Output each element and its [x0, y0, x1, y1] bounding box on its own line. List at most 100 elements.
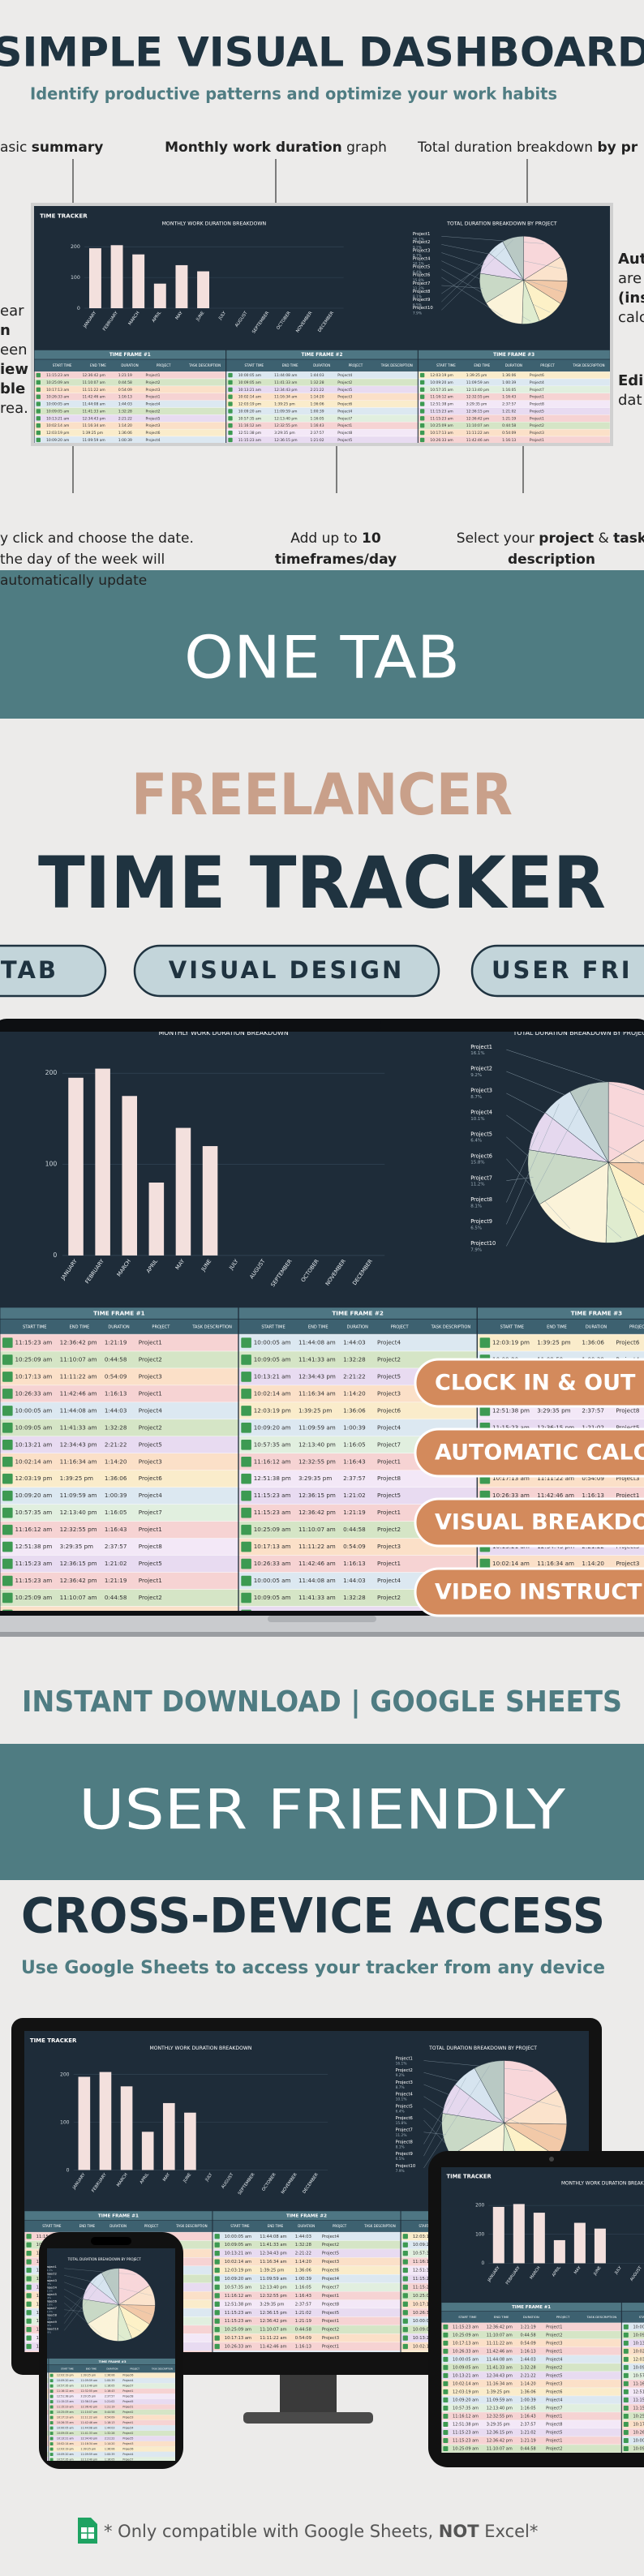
- checkbox: [2, 1440, 13, 1450]
- pie-label: Project7: [470, 1174, 492, 1181]
- column-label: PROJECT: [130, 2368, 140, 2371]
- cell: 1:16:13: [582, 1492, 604, 1499]
- cell: 1:21:02: [311, 438, 324, 443]
- checkbox: [623, 2324, 629, 2329]
- pie-value-label: 6.4%: [470, 1139, 482, 1144]
- cell: Project3: [377, 1543, 401, 1550]
- checkbox: [36, 380, 41, 385]
- cell: 10:25:09 am: [46, 380, 69, 385]
- checkbox: [420, 380, 425, 385]
- cell: Project5: [146, 416, 161, 421]
- checkbox: [214, 2234, 220, 2239]
- tab-label: VISUAL DESIGN: [169, 956, 404, 984]
- column-label: PROJECT: [556, 2315, 570, 2319]
- checkbox: [241, 1337, 251, 1348]
- cell: 10:57:35 am: [430, 388, 453, 393]
- column-label: DURATION: [108, 1325, 130, 1330]
- checkbox: [214, 2335, 220, 2341]
- column-label: DURATION: [586, 1325, 608, 1330]
- pie-label: Project4: [45, 2286, 58, 2290]
- cell: 12:36:42 pm: [487, 2325, 513, 2329]
- cell: 10:26:33 am: [492, 1492, 530, 1499]
- checkbox: [214, 2343, 220, 2350]
- pie-slice: [118, 2268, 150, 2305]
- checkbox: [623, 2389, 629, 2394]
- checkbox: [228, 380, 233, 385]
- cell: 10:02:14 am: [492, 1560, 530, 1567]
- pie-value-label: 7.9%: [413, 311, 422, 316]
- checkbox: [623, 2356, 629, 2362]
- bar: [78, 2076, 91, 2170]
- pie-value-label: 6.5%: [413, 303, 422, 307]
- bar: [197, 271, 210, 309]
- bar: [68, 1077, 84, 1256]
- cell: 10:25:09 am: [225, 2328, 251, 2333]
- cell: 0:44:58: [105, 1594, 127, 1601]
- cell: 11:41:33 am: [298, 1594, 336, 1601]
- checkbox: [241, 1389, 251, 1399]
- cell: 1:16:43: [520, 2414, 535, 2419]
- cell: Project3: [322, 2260, 339, 2265]
- y-tick-label: 200: [45, 1069, 58, 1076]
- cell: 2:21:22: [295, 2252, 311, 2256]
- leader-line: [441, 277, 503, 317]
- pie-label: Project4: [413, 256, 431, 261]
- leader-line: [423, 2099, 450, 2145]
- cell: Project8: [546, 2422, 562, 2427]
- checkbox: [443, 2324, 449, 2329]
- column-label: DURATION: [505, 363, 522, 367]
- cell: Project5: [322, 2311, 339, 2316]
- x-tick-label: MAY: [162, 2172, 172, 2183]
- subtitle: Identify productive patterns and optimiz…: [30, 84, 557, 104]
- column-label: START TIME: [261, 1325, 285, 1330]
- cell: 1:39:25 pm: [537, 1338, 570, 1346]
- cell: 3:29:35 pm: [260, 2302, 284, 2307]
- cell: 12:36:42 pm: [80, 2406, 97, 2409]
- table-row: [238, 1606, 478, 1611]
- cell: Project1: [122, 2389, 133, 2393]
- cell: 12:34:43 pm: [60, 1440, 97, 1448]
- cell: 10:13:21 am: [254, 1372, 291, 1380]
- cell: 11:11:22 am: [60, 1611, 97, 1618]
- cell: 11:41:33 am: [60, 1423, 97, 1431]
- cell: Project4: [322, 2277, 340, 2282]
- cell: 1:32:28: [118, 409, 132, 414]
- cell: 12:36:42 pm: [487, 2438, 513, 2443]
- cell: 10:09:05 am: [238, 380, 261, 385]
- cell: 2:37:57: [502, 402, 516, 407]
- cell: Project7: [530, 388, 544, 393]
- cell: 0:54:09: [520, 2341, 535, 2346]
- checkbox: [36, 430, 41, 436]
- checkbox: [402, 2318, 408, 2324]
- cell: Project7: [322, 2285, 339, 2290]
- cell: 10:00:05 am: [15, 1406, 52, 1414]
- pie-value-label: 11.2%: [45, 2310, 54, 2313]
- cell: Project3: [122, 2442, 133, 2445]
- cell: Project1: [122, 2406, 133, 2409]
- checkbox: [443, 2381, 449, 2386]
- cell: 11:09:59 am: [82, 438, 105, 443]
- cell: 11:15:23 am: [453, 2438, 479, 2443]
- pie-label: Project4: [396, 2093, 414, 2097]
- cell: 12:36:15 pm: [487, 2430, 513, 2435]
- dashboard-screen: TIME TRACKER MONTHLY WORK DURATION BREAKD…: [34, 206, 610, 443]
- cell: Project2: [546, 2365, 562, 2370]
- cell: 12:34:43 pm: [298, 1611, 336, 1618]
- column-label: TASK DESCRIPTION: [572, 363, 604, 367]
- cell: 10:09:05 am: [633, 2333, 644, 2338]
- cell: 10:57:35 am: [413, 2252, 440, 2256]
- checkbox: [228, 394, 233, 399]
- pie-value-label: 6.4%: [413, 270, 422, 275]
- pie-value-label: 8.1%: [413, 294, 422, 299]
- checkbox: [623, 2364, 629, 2370]
- cell: 11:16:12 am: [413, 2260, 440, 2265]
- cell: 1:36:06: [343, 1406, 366, 1414]
- cell: Project3: [146, 388, 161, 393]
- cell: 11:44:08 am: [80, 2427, 97, 2430]
- cell: Project2: [322, 2328, 339, 2333]
- caption: y click and choose the date.: [0, 530, 194, 547]
- frame-title: TIME FRAME #2: [286, 2214, 327, 2219]
- cell: 1:21:02: [502, 409, 516, 414]
- cell: Project5: [546, 2430, 562, 2435]
- cell: Project4: [377, 1577, 401, 1584]
